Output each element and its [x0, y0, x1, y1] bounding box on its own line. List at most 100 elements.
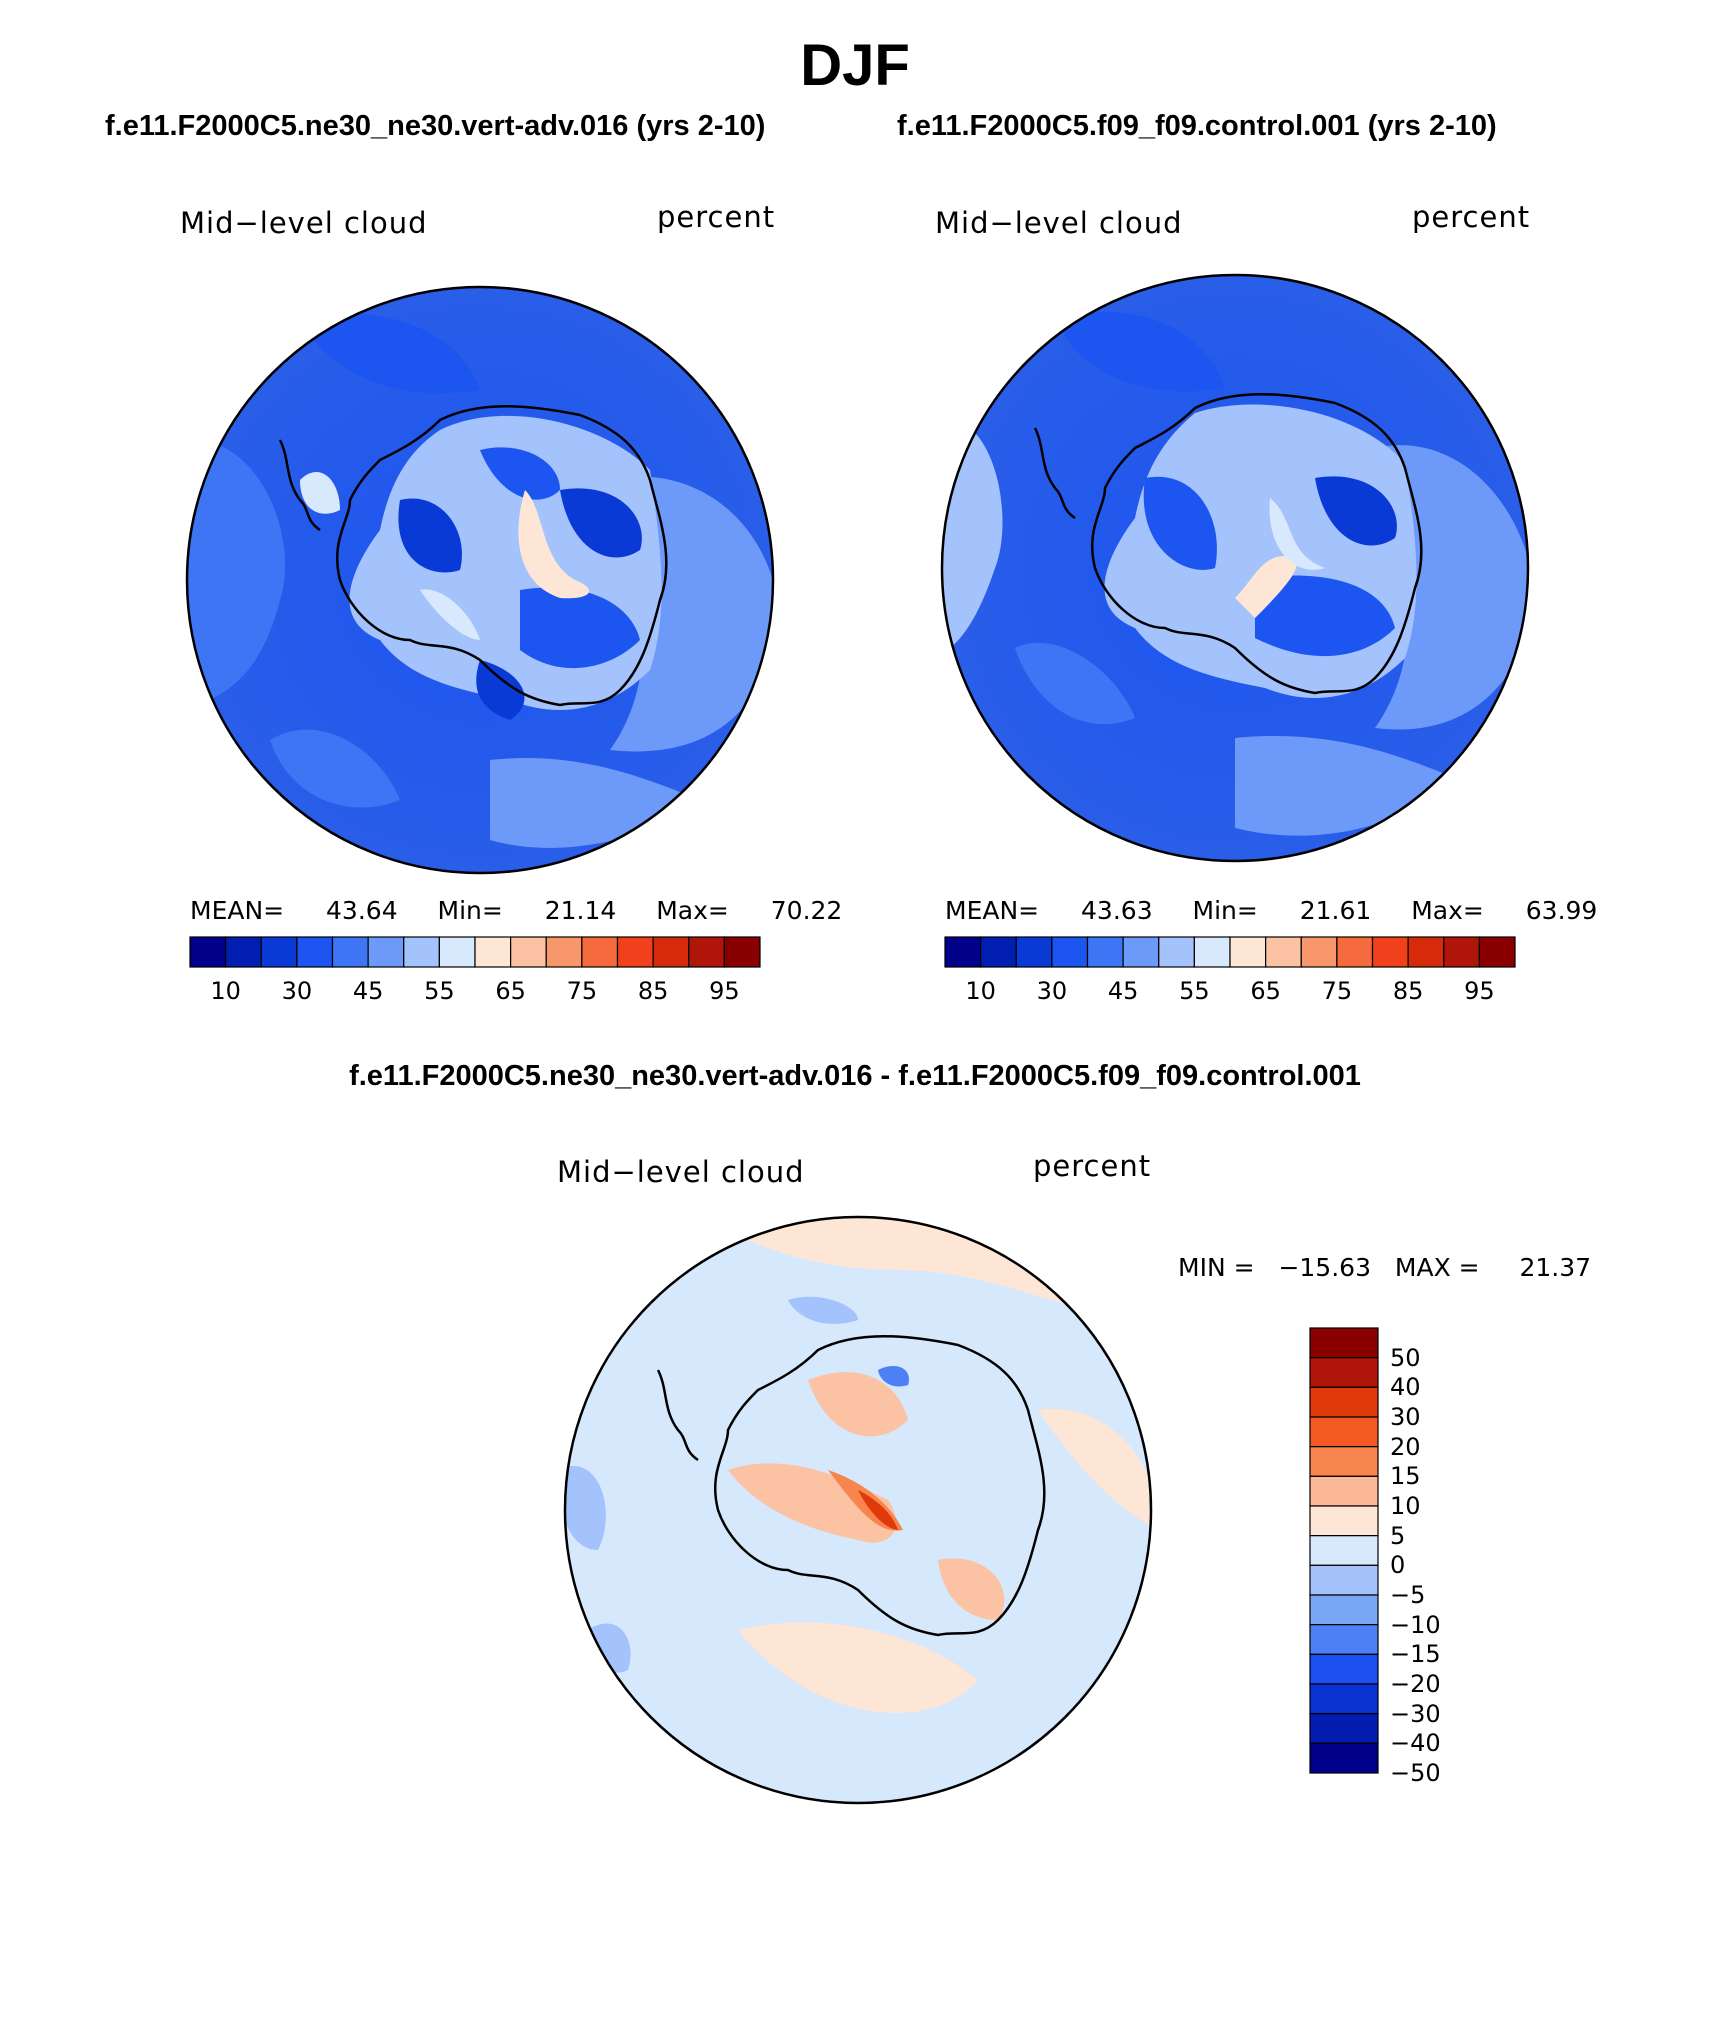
panel-1-subtitle: f.e11.F2000C5.ne30_ne30.vert-adv.016 (yr…	[105, 110, 766, 142]
diff-min-value: −15.63	[1278, 1253, 1371, 1282]
panel-1-colorbar-swatch	[403, 936, 440, 968]
panel-1-mean-label: MEAN=	[190, 896, 285, 925]
panel-1-colorbar-swatch	[510, 936, 547, 968]
panel-2-colorbar-tick-label: 55	[1179, 977, 1210, 1005]
panel-1-colorbar-swatch	[616, 936, 654, 968]
panel-2-colorbar-swatch	[1336, 936, 1374, 968]
diff-colorbar-swatch	[1309, 1713, 1379, 1744]
panel-2-max-label: Max=	[1411, 896, 1484, 925]
panel-1-units-label: percent	[657, 200, 776, 234]
diff-colorbar-tick-label: 30	[1390, 1403, 1421, 1431]
panel-2-colorbar	[944, 936, 1516, 968]
diff-colorbar-swatch	[1309, 1327, 1379, 1359]
diff-colorbar-tick-label: −30	[1390, 1699, 1441, 1728]
diff-colorbar-swatch	[1309, 1624, 1379, 1655]
diff-colorbar-tick-label: −15	[1390, 1640, 1441, 1669]
panel-1-colorbar-tick-label: 85	[637, 977, 669, 1005]
panel-1-colorbar-swatch	[367, 936, 405, 968]
panel-2-mean-label: MEAN=	[945, 896, 1040, 925]
diff-colorbar-ticks: 50 40 30 20 15 10 5 0 −5 −10 −15 −20 −30 −40 −50	[1390, 1328, 1470, 1787]
panel-1-colorbar-swatch	[189, 936, 227, 968]
panel-1-colorbar-swatch	[688, 936, 725, 968]
diff-colorbar-swatch	[1309, 1357, 1379, 1388]
panel-1-colorbar-swatch	[474, 936, 512, 968]
panel-2-min-label: Min=	[1192, 896, 1258, 925]
diff-colorbar-tick-label: −5	[1390, 1581, 1426, 1609]
diff-colorbar-tick-label: 0	[1390, 1551, 1406, 1580]
panel-1-max-value: 70.22	[770, 896, 843, 925]
diff-colorbar-tick-label: 10	[1390, 1492, 1421, 1520]
diff-colorbar-tick-label: −20	[1390, 1670, 1441, 1698]
diff-panel-units-label: percent	[1033, 1149, 1152, 1183]
diff-panel-subtitle: f.e11.F2000C5.ne30_ne30.vert-adv.016 - f…	[349, 1060, 1361, 1092]
diff-panel-stats: MIN = −15.63 MAX = 21.37	[1178, 1253, 1591, 1282]
panel-1-colorbar-swatch	[438, 936, 476, 968]
diff-max-label: MAX =	[1394, 1253, 1480, 1282]
panel-2-subtitle: f.e11.F2000C5.f09_f09.control.001 (yrs 2…	[897, 110, 1497, 142]
diff-colorbar-swatch	[1309, 1564, 1379, 1596]
panel-2-stats: MEAN= 43.63 Min= 21.61 Max= 63.99	[945, 896, 1597, 925]
panel-1-colorbar-tick-label: 65	[495, 977, 526, 1005]
panel-2-colorbar-swatch	[1158, 936, 1195, 968]
panel-2-colorbar-swatch	[1300, 936, 1338, 968]
panel-2-colorbar-tick-label: 95	[1464, 977, 1495, 1005]
panel-2-colorbar-swatch	[1051, 936, 1089, 968]
panel-2-colorbar-swatch	[1265, 936, 1302, 968]
panel-2-colorbar-swatch	[1407, 936, 1445, 968]
panel-1-stats: MEAN= 43.64 Min= 21.14 Max= 70.22	[190, 896, 842, 925]
panel-1-colorbar	[189, 936, 761, 968]
panel-2-colorbar-swatch	[980, 936, 1017, 968]
diff-colorbar-tick-label: −40	[1390, 1729, 1441, 1758]
diff-colorbar-tick-label: −50	[1390, 1759, 1441, 1787]
diff-colorbar-swatch	[1309, 1446, 1379, 1477]
panel-1-max-label: Max=	[656, 896, 729, 925]
panel-1-colorbar-tick-label: 95	[709, 977, 740, 1005]
panel-1-map	[185, 285, 775, 875]
panel-1-colorbar-swatch	[331, 936, 369, 968]
panel-1-colorbar-swatch	[723, 936, 761, 968]
diff-colorbar-swatch	[1309, 1505, 1379, 1537]
panel-2-colorbar-swatch	[1086, 936, 1124, 968]
diff-colorbar-swatch	[1309, 1742, 1379, 1774]
panel-2-colorbar-swatch	[1371, 936, 1409, 968]
panel-1-min-label: Min=	[437, 896, 503, 925]
panel-2-variable-label: Mid−level cloud	[935, 206, 1183, 240]
panel-1-colorbar-swatch	[260, 936, 298, 968]
diff-colorbar-swatch	[1309, 1416, 1379, 1448]
panel-1-variable-label: Mid−level cloud	[180, 206, 428, 240]
figure-title: DJF	[800, 33, 910, 98]
panel-2-colorbar-tick-label: 75	[1321, 977, 1353, 1005]
panel-2-colorbar-swatch	[1229, 936, 1267, 968]
panel-2-colorbar-tick-label: 45	[1107, 977, 1139, 1005]
diff-colorbar-swatch	[1309, 1653, 1379, 1685]
diff-colorbar-tick-label: 5	[1390, 1521, 1406, 1550]
panel-1-colorbar-swatch	[225, 936, 262, 968]
panel-2-colorbar-swatch	[1015, 936, 1053, 968]
panel-2-colorbar-swatch	[1478, 936, 1516, 968]
diff-colorbar-tick-label: 40	[1390, 1373, 1421, 1402]
panel-2-colorbar-swatch	[1193, 936, 1231, 968]
panel-2-min-value: 21.61	[1299, 896, 1372, 925]
diff-colorbar-swatch	[1309, 1535, 1379, 1566]
panel-1-min-value: 21.14	[544, 896, 617, 925]
panel-1-colorbar-tick-label: 75	[566, 977, 598, 1005]
panel-1-colorbar-ticks: 10 30 45 55 65 75 85 95	[190, 977, 760, 1007]
panel-2-mean-value: 43.63	[1081, 896, 1153, 925]
panel-2-colorbar-swatch	[944, 936, 982, 968]
diff-colorbar-tick-label: 50	[1390, 1343, 1421, 1372]
panel-2-units-label: percent	[1412, 200, 1531, 234]
diff-max-value: 21.37	[1519, 1253, 1592, 1282]
diff-colorbar-tick-label: 20	[1390, 1432, 1421, 1461]
diff-colorbar-swatch	[1309, 1683, 1379, 1715]
diff-min-label: MIN =	[1178, 1253, 1255, 1282]
panel-1-colorbar-tick-label: 10	[210, 977, 241, 1005]
panel-1-colorbar-swatch	[652, 936, 690, 968]
panel-2-colorbar-tick-label: 30	[1036, 977, 1068, 1005]
diff-colorbar-swatch	[1309, 1475, 1379, 1507]
panel-2-colorbar-swatch	[1443, 936, 1480, 968]
panel-2-colorbar-tick-label: 85	[1392, 977, 1424, 1005]
diff-colorbar-tick-label: −10	[1390, 1610, 1441, 1639]
panel-2-colorbar-tick-label: 65	[1250, 977, 1281, 1005]
diff-colorbar-swatch	[1309, 1386, 1379, 1418]
panel-1-colorbar-swatch	[545, 936, 583, 968]
